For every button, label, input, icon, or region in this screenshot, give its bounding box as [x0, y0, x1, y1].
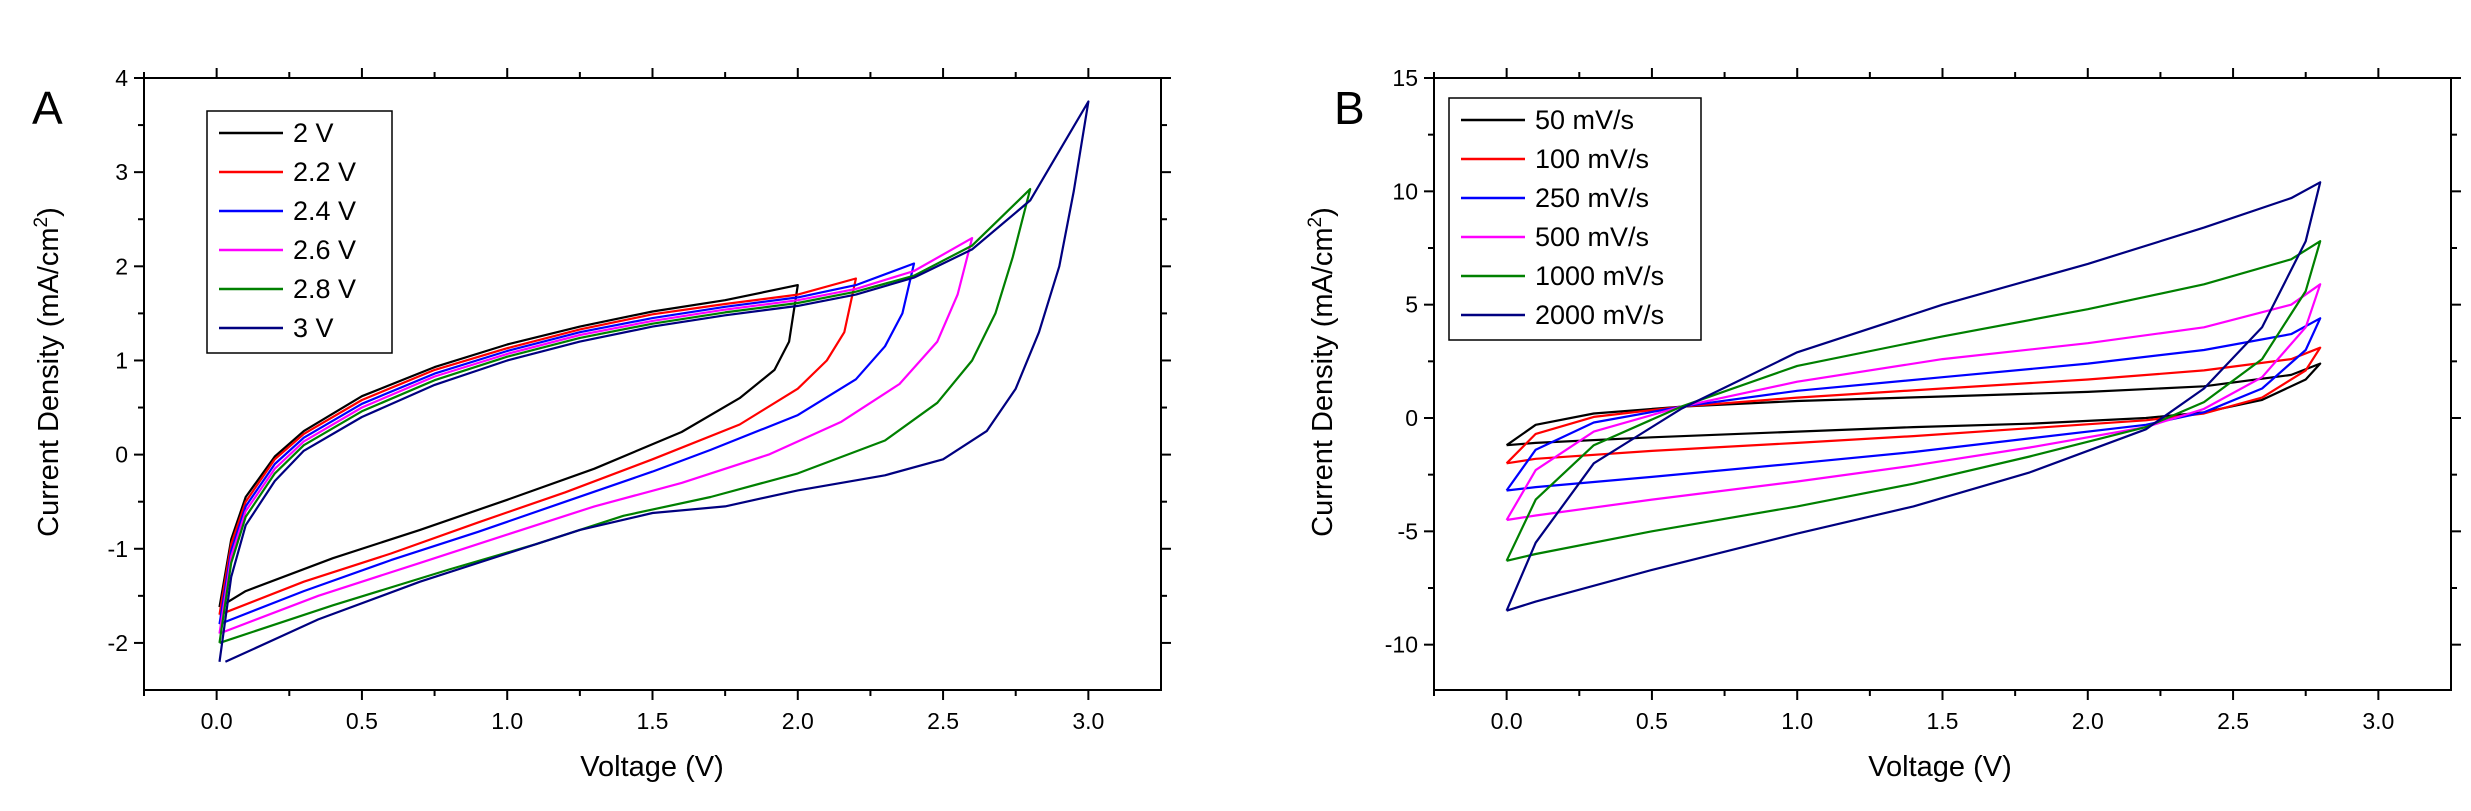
panel-a-y-tick-label: 3: [115, 159, 128, 185]
panel-b-y-tick-label: 15: [1392, 65, 1418, 91]
panel-a-x-tick-label: 3.0: [1072, 708, 1104, 734]
panel-b-x-tick-label: 0.5: [1636, 708, 1668, 734]
panel-b-y-tick-label: 5: [1405, 292, 1418, 318]
panel-b-series-line: [1505, 181, 2322, 612]
panel-b-y-tick-label: 0: [1405, 405, 1418, 431]
panel-a-legend-label: 2.6 V: [293, 235, 356, 265]
panel-a-x-tick-label: 0.5: [346, 708, 378, 734]
panel-b-y-ticks: -10 -5 0 5 10 15: [1385, 65, 2461, 658]
panel-b-y-axis-title-tail: ): [1307, 207, 1339, 217]
panel-b-x-axis-title: Voltage (V): [1868, 751, 2011, 783]
panel-a-x-tick-label: 1.0: [491, 708, 523, 734]
panel-a-legend-label: 2.4 V: [293, 196, 356, 226]
panel-a-legend-label: 2 V: [293, 118, 334, 148]
panel-b-y-tick-label: 10: [1392, 178, 1418, 204]
panel-a-y-axis-title-sup: 2: [31, 217, 52, 228]
panel-a-y-tick-label: 2: [115, 253, 128, 279]
panel-b-x-tick-label: 2.5: [2217, 708, 2249, 734]
panel-a-series-line: [218, 100, 1090, 663]
panel-b-x-tick-label: 2.0: [2072, 708, 2104, 734]
panel-b-x-tick-label: 1.5: [1927, 708, 1959, 734]
panel-a-x-tick-label: 2.5: [927, 708, 959, 734]
panel-a-series-line: [218, 262, 916, 626]
panel-b-series-line: [1505, 346, 2322, 465]
panel-a-y-tick-label: -2: [108, 630, 128, 656]
panel-b-plot-frame: [1433, 77, 2452, 691]
panel-b-legend-box: [1448, 97, 1702, 341]
panel-a: A Current Density (mA/cm2) Voltage (V) 0…: [31, 65, 1171, 783]
panel-a-x-ticks: 0.0 0.5 1.0 1.5 2.0 2.5 3.0: [143, 68, 1104, 734]
panel-b-y-tick-label: -10: [1385, 632, 1418, 658]
panel-a-series-line: [218, 284, 799, 609]
panel-a-letter: A: [32, 82, 63, 134]
panel-a-y-axis-title: Current Density (mA/cm2): [31, 207, 65, 537]
panel-b-y-tick-label: -5: [1398, 518, 1418, 544]
panel-a-legend-label: 2.8 V: [293, 274, 356, 304]
panel-b-x-tick-label: 3.0: [2362, 708, 2394, 734]
panel-a-y-tick-label: 1: [115, 347, 128, 373]
panel-a-y-tick-label: 0: [115, 442, 128, 468]
panel-b-x-ticks: 0.0 0.5 1.0 1.5 2.0 2.5 3.0: [1433, 68, 2394, 734]
panel-b-legend-label: 500 mV/s: [1535, 222, 1649, 252]
panel-a-y-axis-title-base: Current Density (mA/cm: [33, 227, 65, 536]
panel-a-y-axis-title-tail: ): [33, 207, 65, 217]
panel-b-series: [1505, 181, 2322, 612]
panel-b-legend: 50 mV/s 100 mV/s 250 mV/s 500 mV/s 1000 mV/s…: [1448, 97, 1702, 341]
panel-b-legend-label: 1000 mV/s: [1535, 261, 1664, 291]
panel-b-x-tick-label: 0.0: [1491, 708, 1523, 734]
panel-a-x-tick-label: 2.0: [782, 708, 814, 734]
panel-a-legend: 2 V 2.2 V 2.4 V 2.6 V 2.8 V 3 V: [206, 110, 393, 354]
panel-b-series-line: [1505, 283, 2322, 522]
panel-a-series: [218, 100, 1090, 663]
panel-a-legend-label: 3 V: [293, 313, 334, 343]
panel-a-x-axis-title: Voltage (V): [580, 751, 723, 783]
panel-b-legend-label: 2000 mV/s: [1535, 300, 1664, 330]
panel-b-legend-label: 100 mV/s: [1535, 144, 1649, 174]
panel-a-series-line: [218, 277, 857, 616]
panel-a-legend-label: 2.2 V: [293, 157, 356, 187]
panel-b-series-line: [1505, 317, 2322, 492]
panel-a-plot-frame: [143, 77, 1162, 691]
panel-a-legend-box: [206, 110, 393, 354]
panel-a-series-line: [218, 188, 1032, 644]
panel-a-y-tick-label: -1: [108, 536, 128, 562]
panel-a-series-line: [218, 237, 974, 635]
panel-b-letter: B: [1334, 82, 1365, 134]
panel-b-legend-label: 50 mV/s: [1535, 105, 1634, 135]
panel-b-y-axis-title-sup: 2: [1305, 217, 1326, 228]
panel-b-x-tick-label: 1.0: [1781, 708, 1813, 734]
panel-b-y-axis-title: Current Density (mA/cm2): [1305, 207, 1339, 537]
panel-a-x-tick-label: 0.0: [201, 708, 233, 734]
panel-b-legend-label: 250 mV/s: [1535, 183, 1649, 213]
panel-a-x-tick-label: 1.5: [637, 708, 669, 734]
panel-b: B Current Density (mA/cm2) Voltage (V) 0…: [1305, 65, 2461, 783]
panel-b-y-axis-title-base: Current Density (mA/cm: [1307, 227, 1339, 536]
panel-a-y-tick-label: 4: [115, 65, 128, 91]
